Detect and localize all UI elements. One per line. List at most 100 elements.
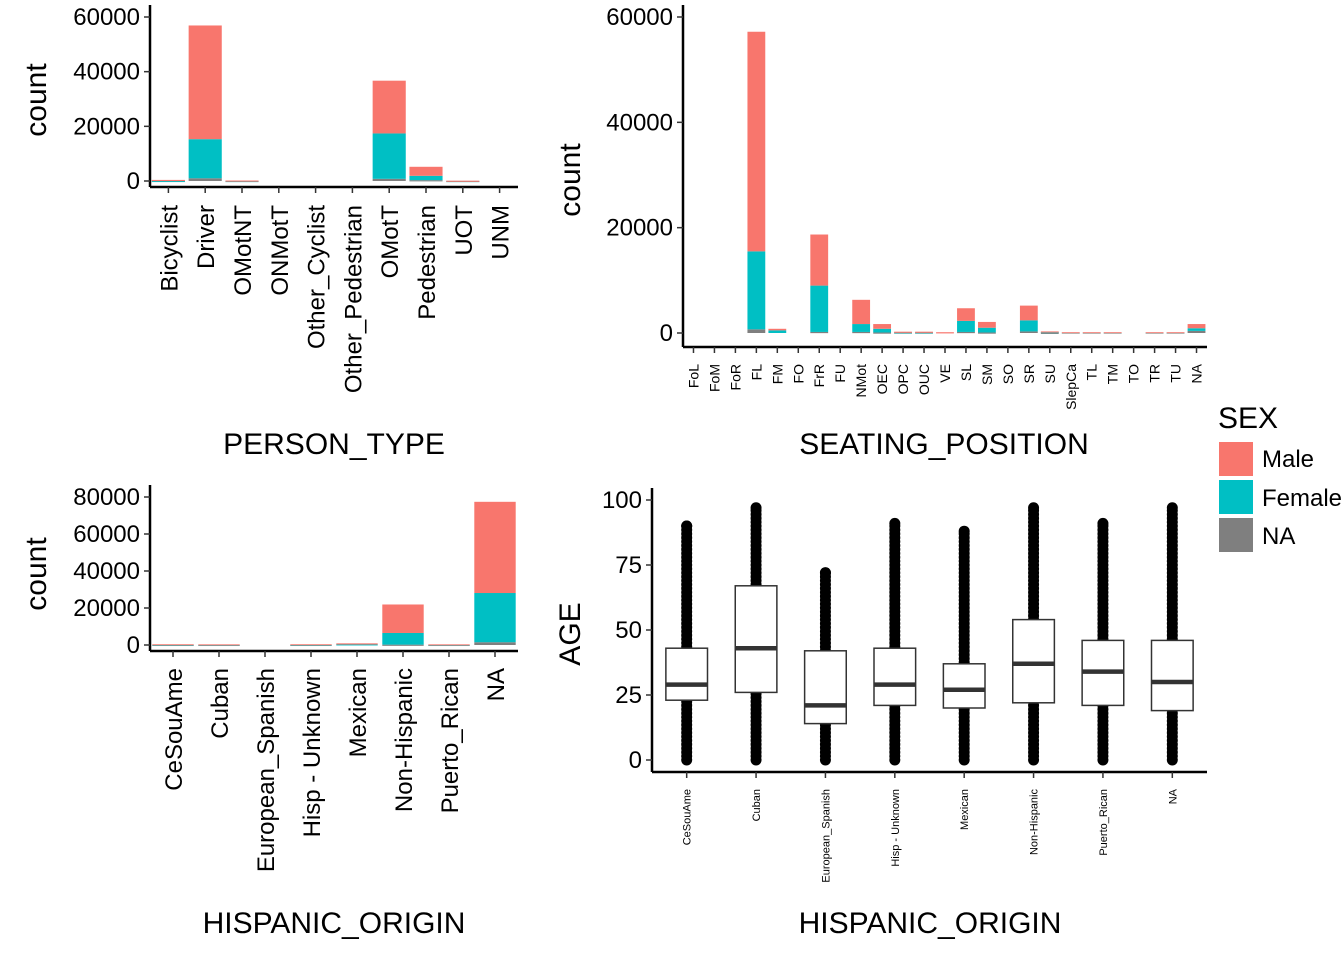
bar-male-uot <box>446 180 480 182</box>
box-na <box>1150 639 1194 712</box>
bar-male-ouc <box>915 331 933 333</box>
x-tick-label: FrR <box>811 364 827 387</box>
bar-male-omotnt <box>225 180 259 182</box>
legend-label-na: NA <box>1262 523 1295 550</box>
x-tick-label: Pedestrian <box>414 205 441 320</box>
bar-male-mexican <box>336 643 378 645</box>
bar-male-sm <box>978 321 996 328</box>
chart-person-type: 0 20000 40000 60000 Bicyclist Driver OMotNT ONM… <box>20 4 518 461</box>
bar-na-driver <box>188 178 222 181</box>
y-tick-label: 0 <box>660 320 673 347</box>
bar-male-fl <box>747 31 766 252</box>
bar-male-bicyclist <box>151 179 185 182</box>
x-tick-label: FO <box>790 364 806 384</box>
bar-na-oec <box>873 332 892 334</box>
legend-label-female: Female <box>1262 485 1342 512</box>
bar-male-tl <box>1082 332 1101 334</box>
x-tick-label: TU <box>1168 364 1184 383</box>
bar-male-frr <box>810 234 829 286</box>
x-tick-label: OEC <box>874 364 890 394</box>
y-tick-label: 0 <box>629 747 642 774</box>
y-tick-label: 25 <box>615 682 642 709</box>
x-tick-label: VE <box>937 364 953 383</box>
x-tick-label: ONMotT <box>267 205 294 296</box>
x-tick-label: FoL <box>685 364 701 388</box>
x-axis-title: SEATING_POSITION <box>799 428 1089 461</box>
y-tick-label: 0 <box>127 168 140 195</box>
bar-female-frr <box>810 285 829 332</box>
x-axis-title: PERSON_TYPE <box>223 428 445 461</box>
x-tick-label: NMot <box>853 364 869 398</box>
legend-title: SEX <box>1218 402 1278 435</box>
x-tick-label: Hisp - Unknown <box>890 789 902 867</box>
outlier-puerto-rican <box>1097 517 1109 529</box>
chart-seating-position: 0 20000 40000 60000 FoL FoM FoR FL FM FO FrR FU NMot… <box>554 4 1207 461</box>
bar-male-hisp-unknown <box>290 644 332 646</box>
bar-female-non-hispanic <box>382 632 424 645</box>
x-tick-label: CeSouAme <box>161 668 188 791</box>
y-axis-title: count <box>20 63 53 137</box>
bar-female-sl <box>957 320 975 332</box>
bar-male-slepca <box>1061 332 1080 334</box>
bar-female-sr <box>1019 320 1038 332</box>
x-tick-label: FoM <box>706 364 722 392</box>
x-tick-label: OMotNT <box>230 205 257 296</box>
bar-female-bicyclist <box>151 180 185 183</box>
bar-male-nmot <box>852 299 871 325</box>
box-cesouame <box>665 647 709 701</box>
x-tick-label: Hisp - Unknown <box>299 668 326 837</box>
bar-male-puerto-rican <box>428 644 470 646</box>
bar-female-driver <box>188 139 222 179</box>
y-tick-label: 75 <box>615 552 642 579</box>
outlier-non-hispanic <box>1028 502 1040 514</box>
bar-male-cesouame <box>152 644 194 646</box>
outlier-mexican <box>958 525 970 537</box>
bar-male-ve <box>936 332 954 334</box>
x-tick-label: TM <box>1105 364 1121 384</box>
y-tick-label: 100 <box>602 487 642 514</box>
bar-female-pedestrian <box>409 175 443 181</box>
box-european-spanish <box>803 650 847 725</box>
y-tick-label: 20000 <box>73 595 140 622</box>
bar-male-non-hispanic <box>382 604 424 633</box>
bar-male-omott <box>372 80 406 134</box>
x-tick-label: SR <box>1021 364 1037 383</box>
x-tick-label: Cuban <box>207 668 234 739</box>
x-tick-label: European_Spanish <box>820 789 832 883</box>
bar-female-nmot <box>852 324 871 332</box>
bar-na-frr <box>810 331 829 334</box>
chart-hispanic-origin-count: 0 20000 40000 60000 80000 CeSouAme Cuban Europe… <box>20 484 518 940</box>
outlier-european-spanish <box>819 567 831 579</box>
bar-male-su <box>1040 331 1059 333</box>
x-tick-label: TR <box>1147 364 1163 383</box>
bar-na-na <box>1187 330 1206 333</box>
x-axis-title: HISPANIC_ORIGIN <box>203 907 466 940</box>
x-tick-label: NA <box>483 668 510 701</box>
y-tick-label: 40000 <box>606 109 673 136</box>
legend-swatch-na <box>1219 518 1253 552</box>
x-tick-label: NA <box>1167 788 1179 804</box>
bar-na-sl <box>957 331 975 334</box>
y-tick-label: 50 <box>615 617 642 644</box>
x-tick-label: Driver <box>193 205 220 269</box>
box-hisp-unknown <box>873 647 917 707</box>
bar-na-omott <box>372 178 406 181</box>
bar-female-na <box>474 593 516 643</box>
bar-na-fl <box>747 329 766 333</box>
x-tick-label: OUC <box>916 364 932 395</box>
x-tick-label: TL <box>1084 364 1100 381</box>
x-tick-label: Cuban <box>751 789 763 821</box>
x-tick-label: NA <box>1189 363 1205 383</box>
x-axis-title: HISPANIC_ORIGIN <box>799 907 1062 940</box>
y-tick-label: 20000 <box>73 113 140 140</box>
y-tick-label: 60000 <box>73 4 140 31</box>
bar-na-sm <box>978 332 996 334</box>
x-tick-label: UNM <box>488 205 515 260</box>
x-tick-label: SlepCa <box>1063 364 1079 410</box>
bar-male-tm <box>1103 332 1122 334</box>
bar-female-na <box>1187 328 1206 331</box>
outlier-na <box>1166 502 1178 514</box>
y-tick-label: 40000 <box>73 558 140 585</box>
bar-female-sm <box>978 327 996 333</box>
